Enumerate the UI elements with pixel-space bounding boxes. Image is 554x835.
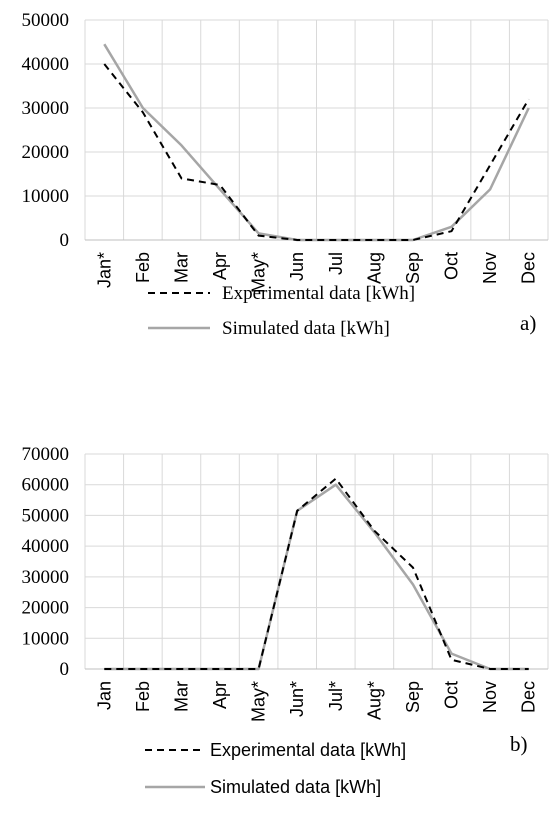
y-tick-label: 50000 xyxy=(22,10,70,31)
x-tick-label: Jan* xyxy=(94,252,114,288)
x-tick-label: Jul* xyxy=(326,681,346,711)
panel-label: b) xyxy=(510,732,528,756)
x-tick-label: Jan xyxy=(94,681,114,710)
legend: Experimental data [kWh] Simulated data [k… xyxy=(148,283,415,339)
x-tick-label: Nov xyxy=(480,681,500,713)
legend-label: Simulated data [kWh] xyxy=(222,318,390,339)
y-tick-label: 70000 xyxy=(22,444,70,465)
series-line-experimental xyxy=(103,63,530,241)
legend-label: Experimental data [kWh] xyxy=(222,283,415,304)
x-tick-label: Oct xyxy=(442,681,462,709)
x-tick-label: Mar xyxy=(171,681,191,712)
y-tick-label: 20000 xyxy=(22,598,70,619)
y-tick-label: 50000 xyxy=(22,505,70,526)
legend: Experimental data [kWh] Simulated data [k… xyxy=(145,740,406,797)
x-tick-label: Sep xyxy=(403,252,423,284)
x-tick-label: Nov xyxy=(480,252,500,284)
x-tick-label: Sep xyxy=(403,681,423,713)
x-tick-label: Jun* xyxy=(287,681,307,717)
series-line-experimental xyxy=(104,477,529,670)
x-tick-label: Dec xyxy=(519,252,539,284)
x-tick-label: Apr xyxy=(210,681,230,709)
y-tick-label: 60000 xyxy=(22,475,70,496)
x-tick-label: Oct xyxy=(442,252,462,280)
legend-label: Experimental data [kWh] xyxy=(210,740,406,760)
legend-label: Simulated data [kWh] xyxy=(210,777,381,797)
y-tick-label: 10000 xyxy=(22,628,70,649)
y-tick-label: 0 xyxy=(60,659,70,680)
y-tick-label: 30000 xyxy=(22,98,70,119)
y-tick-label: 30000 xyxy=(22,567,70,588)
x-tick-label: Feb xyxy=(133,252,153,283)
x-tick-label: Mar xyxy=(171,252,191,283)
x-tick-label: May* xyxy=(249,681,269,722)
series-line-simulated xyxy=(104,483,529,671)
x-tick-label: Aug xyxy=(364,252,384,284)
x-tick-label: Jun xyxy=(287,252,307,281)
y-tick-label: 40000 xyxy=(22,536,70,557)
y-tick-label: 20000 xyxy=(22,142,70,163)
x-tick-label: Jul xyxy=(326,252,346,275)
x-tick-label: Apr xyxy=(210,252,230,280)
x-tick-label: Aug* xyxy=(364,681,384,720)
y-tick-label: 0 xyxy=(60,230,70,251)
chart-a: 0 10000 20000 30000 40000 50000 Jan* Feb Mar Apr M… xyxy=(22,10,549,339)
y-tick-label: 40000 xyxy=(22,54,70,75)
x-tick-label: Feb xyxy=(133,681,153,712)
x-tick-label: Dec xyxy=(519,681,539,713)
x-tick-label: May* xyxy=(249,252,269,293)
y-tick-label: 10000 xyxy=(22,186,70,207)
panel-label: a) xyxy=(520,311,536,335)
chart-b: 0 10000 20000 30000 40000 50000 60000 70000 Jan F… xyxy=(22,444,549,797)
